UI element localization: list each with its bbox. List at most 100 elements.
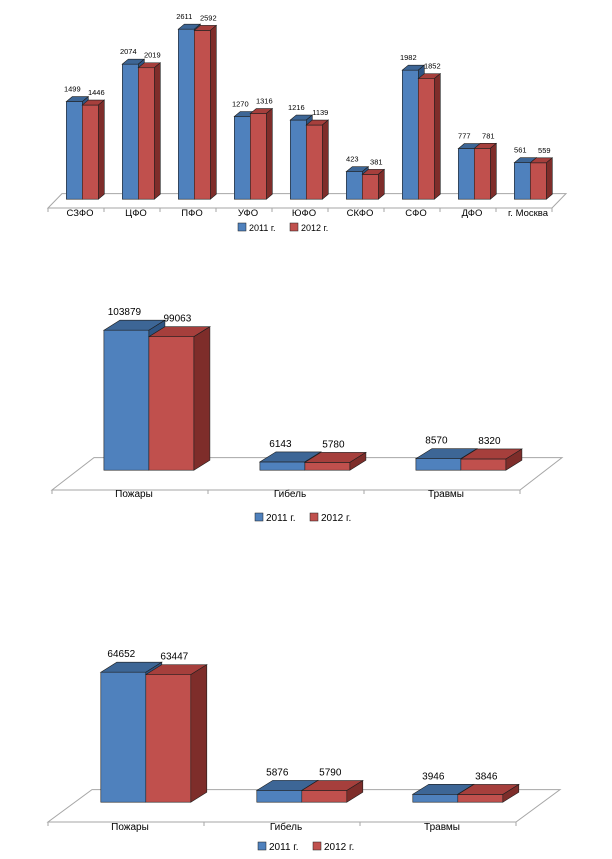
category-label: ЮФО (292, 208, 316, 219)
bar-2-2011-0 (103, 329, 150, 471)
bar-2-2012-1 (304, 462, 351, 471)
data-label: 2019 (144, 51, 161, 60)
bar-1-2012-8 (529, 162, 547, 200)
category-label: Травмы (424, 822, 460, 833)
data-label: 103879 (108, 307, 142, 318)
legend-label-2011: 2011 г. (269, 842, 299, 853)
bar-1-2012-1 (138, 67, 155, 200)
category-label: ЦФО (125, 208, 147, 219)
bar-1-2011-6 (401, 69, 419, 200)
chart-3: 64652 63447 Пожары 5876 5790 Гибель 3946 3846 Тр… (46, 649, 562, 853)
bar-side-2-1-1 (349, 451, 367, 471)
data-label: 5780 (322, 439, 345, 450)
category-label: ПФО (181, 208, 202, 219)
bar-side-1-1-8 (545, 157, 553, 200)
bar-3-2011-0 (100, 671, 147, 803)
category-label: Гибель (274, 488, 306, 500)
bar-1-2012-3 (250, 113, 267, 200)
bar-side-3-1-2 (502, 783, 520, 803)
data-label: 2074 (120, 47, 137, 56)
bar-1-2011-1 (122, 63, 139, 200)
legend-label-2012: 2012 г. (324, 842, 354, 853)
bar-2-2012-2 (460, 458, 507, 471)
bar-side-1-1-2 (210, 24, 217, 200)
category-label: УФО (238, 208, 258, 219)
category-label: Пожары (111, 822, 149, 833)
legend-swatch-2011 (254, 512, 264, 522)
category-label: Гибель (270, 821, 302, 833)
data-label: 3946 (422, 771, 445, 782)
bar-side-2-1-2 (505, 448, 523, 471)
bar-3-2012-2 (457, 794, 504, 803)
bar-1-2011-8 (513, 162, 531, 200)
data-label: 1270 (232, 100, 249, 109)
bar-side-1-1-0 (98, 99, 105, 200)
bar-1-2012-2 (194, 30, 211, 200)
legend-swatch-2012 (289, 222, 299, 232)
data-label: 1982 (400, 53, 417, 62)
category-label: СКФО (347, 208, 374, 219)
bar-side-1-1-3 (265, 107, 273, 200)
bar-3-2012-1 (301, 790, 348, 803)
data-label: 423 (346, 155, 359, 164)
bar-side-3-1-1 (346, 780, 364, 803)
data-label: 5876 (266, 767, 289, 778)
bar-2-2011-1 (259, 461, 306, 471)
bar-2-2011-2 (415, 458, 462, 471)
data-label: 561 (514, 146, 527, 155)
bar-1-2011-4 (289, 119, 307, 200)
data-label: 1316 (256, 97, 273, 106)
legend-swatch-2011 (257, 841, 267, 851)
bar-side-1-1-6 (433, 72, 441, 200)
data-label: 1139 (312, 108, 328, 117)
chart-1: 1499 1446 СЗФО 2074 2019 ЦФО 2611 2592 ПФО 1270 13… (46, 12, 568, 233)
bar-1-2011-2 (178, 28, 195, 200)
bar-1-2011-0 (66, 101, 83, 200)
bar-side-3-1-0 (190, 664, 208, 803)
category-label: СЗФО (67, 208, 94, 219)
data-label: 8320 (478, 436, 501, 447)
legend-label-2012: 2012 г. (301, 223, 328, 233)
bar-side-1-1-7 (489, 142, 497, 200)
bar-1-2011-5 (345, 171, 363, 200)
bar-1-2012-6 (417, 78, 435, 200)
data-label: 8570 (425, 436, 448, 447)
bar-side-1-1-5 (377, 168, 385, 200)
data-label: 1499 (64, 85, 81, 94)
legend-label-2012: 2012 г. (321, 513, 351, 524)
data-label: 1446 (88, 88, 105, 97)
legend-label-2011: 2011 г. (266, 513, 296, 524)
bar-3-2011-1 (256, 790, 303, 803)
data-label: 99063 (163, 314, 191, 325)
bar-side-2-1-0 (193, 326, 211, 471)
bar-1-2012-7 (473, 148, 491, 200)
data-label: 781 (482, 131, 495, 140)
data-label: 64652 (107, 649, 135, 660)
bar-1-2011-7 (457, 148, 475, 200)
legend-swatch-2012 (309, 512, 319, 522)
category-label: ДФО (462, 208, 483, 219)
legend-swatch-2012 (312, 841, 322, 851)
legend-label-2011: 2011 г. (249, 223, 276, 233)
data-label: 63447 (160, 652, 188, 663)
data-label: 3846 (475, 771, 498, 782)
bar-1-2012-5 (361, 174, 379, 200)
data-label: 2611 (176, 12, 192, 21)
data-label: 1852 (424, 62, 441, 71)
category-label: Пожары (115, 489, 153, 500)
bar-side-1-1-1 (154, 62, 161, 200)
data-label: 5790 (319, 768, 342, 779)
bar-side-1-1-4 (321, 119, 329, 200)
bar-2-2012-0 (148, 336, 195, 471)
data-label: 381 (370, 157, 383, 166)
bar-3-2012-0 (145, 674, 192, 803)
bar-3-2011-2 (412, 793, 459, 803)
data-label: 6143 (269, 439, 292, 450)
data-label: 777 (458, 132, 471, 141)
category-label: г. Москва (508, 208, 549, 219)
legend-swatch-2011 (237, 222, 247, 232)
category-label: СФО (405, 208, 426, 219)
data-label: 2592 (200, 13, 217, 22)
